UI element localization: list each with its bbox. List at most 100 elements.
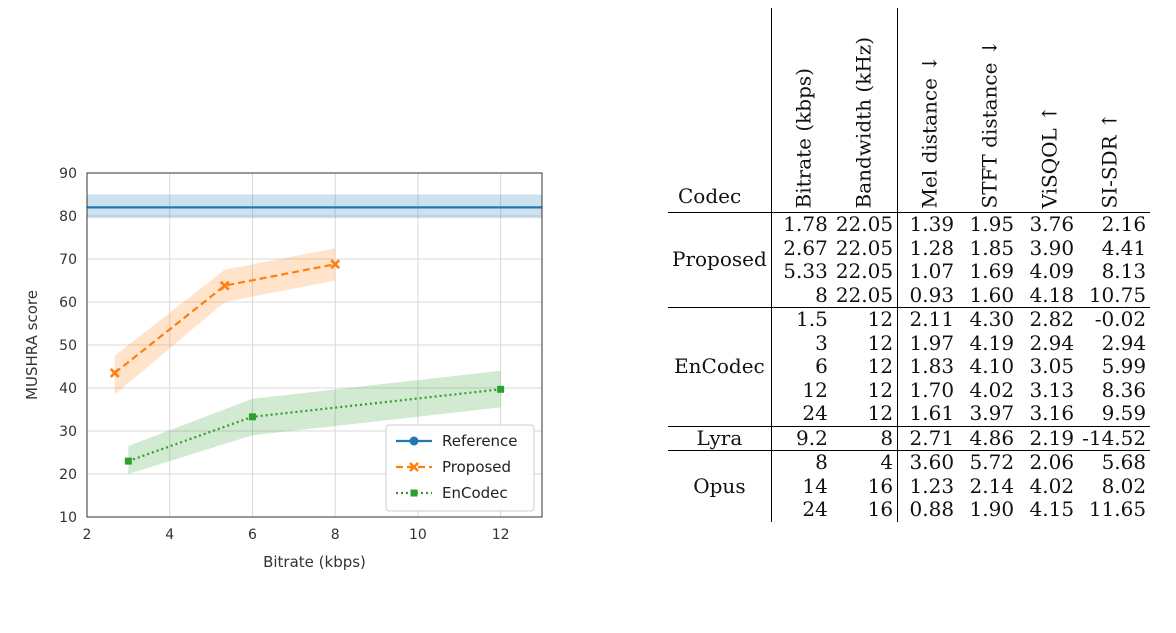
table-row: 5.33 22.05 1.07 1.69 4.09 8.13 — [668, 259, 1150, 284]
results-table-container: Codec Bitrate (kbps) Bandwidth (kHz) Mel… — [668, 8, 1173, 630]
table-cell: 2.94 — [1101, 330, 1147, 355]
header-mel: Mel distance ↓ — [897, 8, 959, 213]
y-tick-label: 90 — [59, 166, 77, 182]
table-cell: 8 — [815, 450, 828, 474]
table-row: 8 22.05 0.93 1.60 4.18 10.75 — [668, 283, 1151, 308]
table-cell: 2.82 — [1029, 307, 1075, 331]
header-codec-label: Codec — [678, 183, 742, 208]
table-cell: 11.65 — [1088, 497, 1147, 521]
table-row: 3 12 1.97 4.19 2.94 2.94 — [668, 330, 1150, 355]
header-codec: Codec — [668, 8, 772, 213]
table-cell: 8.36 — [1101, 377, 1147, 402]
table-cell: 1.85 — [969, 235, 1015, 260]
table-cell: 2.19 — [1018, 426, 1079, 451]
table-cell: 3.13 — [1029, 377, 1075, 402]
table-cell: 3 — [815, 330, 828, 355]
ci-band-proposed — [114, 248, 336, 395]
codec-name: Opus — [668, 450, 772, 522]
table-cell: 5.99 — [1101, 354, 1147, 378]
table-cell: 1.60 — [958, 283, 1019, 308]
codec-name: Proposed — [668, 212, 772, 308]
legend-box — [385, 424, 535, 512]
table-cell: 12 — [831, 331, 899, 355]
table-cell: 1.97 — [909, 330, 955, 355]
ci-band-encodec — [128, 370, 501, 474]
table-cell: 4.18 — [1018, 283, 1079, 308]
results-table: Codec Bitrate (kbps) Bandwidth (kHz) Mel… — [668, 8, 1151, 522]
table-cell: 1.69 — [969, 259, 1015, 283]
table-cell: 16 — [831, 474, 899, 498]
table-cell: 1.95 — [969, 212, 1015, 236]
table-body: Proposed 1.78 22.05 1.39 1.95 3.76 2.16 2.67 22.… — [668, 212, 1151, 522]
y-tick-label: 20 — [59, 467, 77, 483]
table-cell: 12 — [802, 377, 828, 402]
table-row: 2.67 22.05 1.28 1.85 3.90 4.41 — [668, 235, 1150, 260]
y-tick-label: 40 — [59, 381, 77, 397]
header-stft-label: STFT distance ↓ — [977, 38, 1002, 208]
table-cell: 4 — [831, 450, 899, 475]
table-cell: 1.78 — [783, 212, 828, 236]
x-tick-label: 6 — [248, 527, 257, 543]
legend-label-encodec: EnCodec — [442, 484, 508, 502]
table-cell: 6 — [815, 354, 828, 378]
table-cell: 1.90 — [969, 497, 1015, 521]
data-point — [497, 385, 505, 393]
table-cell: 3.76 — [1029, 212, 1075, 236]
table-header-row: Codec Bitrate (kbps) Bandwidth (kHz) Mel… — [668, 8, 1151, 213]
table-cell: 1.39 — [909, 212, 955, 236]
header-bitrate: Bitrate (kbps) — [771, 8, 832, 213]
legend-marker — [409, 462, 419, 472]
table-cell: 12 — [831, 401, 899, 427]
table-cell: 4.86 — [958, 426, 1019, 451]
table-cell: 4.02 — [969, 377, 1015, 402]
table-cell: 10.75 — [1078, 283, 1151, 308]
legend-label-proposed: Proposed — [442, 458, 511, 476]
table-cell: 2.16 — [1101, 212, 1147, 236]
y-tick-label: 50 — [59, 338, 77, 354]
table-row: 12 12 1.70 4.02 3.13 8.36 — [668, 377, 1150, 402]
legend-marker — [409, 436, 419, 446]
header-mel-label: Mel distance ↓ — [917, 54, 942, 208]
header-bandwidth: Bandwidth (kHz) — [831, 8, 899, 213]
table-cell: 8 — [771, 283, 832, 308]
x-tick-label: 10 — [409, 527, 427, 543]
header-visqol: ViSQOL ↑ — [1018, 8, 1079, 213]
y-axis-label: MUSHRA score — [23, 290, 41, 400]
table-cell: 3.97 — [958, 401, 1019, 427]
plot-frame — [86, 172, 543, 518]
x-axis-label: Bitrate (kbps) — [263, 553, 366, 571]
table-row: 24 12 1.61 3.97 3.16 9.59 — [668, 401, 1151, 427]
table-cell: 22.05 — [831, 236, 899, 260]
table-cell: 4.10 — [969, 354, 1015, 378]
table-cell: 4.15 — [1029, 497, 1075, 521]
data-point — [124, 457, 132, 465]
table-cell: 2.11 — [909, 307, 955, 331]
table-cell: 24 — [802, 497, 828, 521]
codec-name: EnCodec — [668, 307, 772, 427]
table-cell: 5.33 — [783, 259, 828, 283]
legend-label-reference: Reference — [442, 432, 518, 450]
header-stft: STFT distance ↓ — [958, 8, 1019, 213]
table-cell: 2.94 — [1029, 330, 1075, 355]
mushra-chart-svg: 2 4 6 8 10 12 10 20 30 40 50 60 70 80 90 Bitrate (kbps)… — [23, 166, 543, 571]
table-cell: 12 — [831, 354, 899, 379]
table-cell: 1.07 — [909, 259, 955, 283]
table-cell: 3.90 — [1029, 235, 1075, 260]
table-cell: 4.30 — [969, 307, 1015, 331]
data-point — [109, 368, 120, 378]
header-visqol-label: ViSQOL ↑ — [1037, 104, 1062, 208]
table-cell: 14 — [802, 473, 828, 498]
y-tick-label: 10 — [59, 510, 77, 526]
table-row: 14 16 1.23 2.14 4.02 8.02 — [668, 473, 1150, 498]
table-cell: 2.71 — [897, 426, 959, 451]
header-sisdr: SI-SDR ↑ — [1078, 8, 1151, 213]
table-cell: 4.09 — [1029, 259, 1075, 283]
table-cell: 1.61 — [897, 401, 959, 427]
table-cell: 1.83 — [909, 354, 955, 378]
y-tick-label: 30 — [59, 424, 77, 440]
x-tick-label: 12 — [492, 527, 510, 543]
table-cell: 8.02 — [1101, 473, 1147, 498]
table-cell: 1.23 — [909, 473, 955, 498]
table-cell: 22.05 — [831, 283, 899, 308]
data-point — [330, 259, 341, 270]
